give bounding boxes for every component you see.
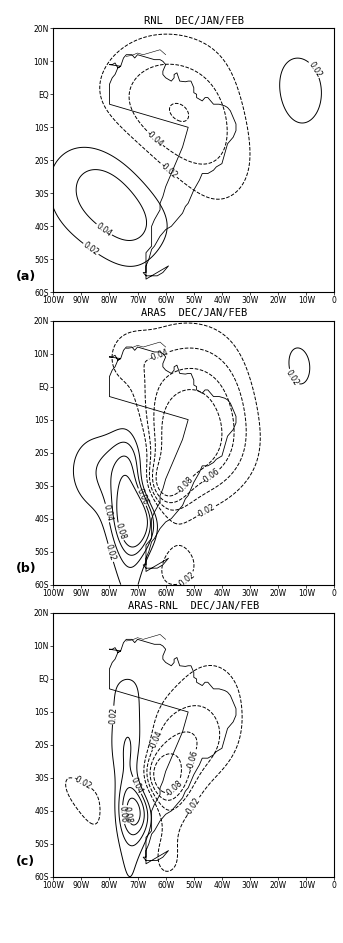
Text: -0.08: -0.08: [164, 779, 185, 799]
Text: -0.04: -0.04: [144, 128, 165, 148]
Text: 0.08: 0.08: [114, 522, 127, 541]
Text: -0.04: -0.04: [149, 348, 170, 363]
Text: 0.08: 0.08: [121, 805, 133, 824]
Text: -0.02: -0.02: [72, 774, 93, 791]
Text: 0.02: 0.02: [108, 706, 118, 724]
Text: 0.02: 0.02: [284, 368, 301, 388]
Text: -0.02: -0.02: [158, 160, 179, 180]
Title: RNL  DEC/JAN/FEB: RNL DEC/JAN/FEB: [144, 16, 244, 26]
Text: -0.06: -0.06: [186, 749, 200, 770]
Text: 0.04: 0.04: [129, 776, 145, 795]
Text: 0.02: 0.02: [307, 60, 323, 79]
Text: 0.02: 0.02: [81, 240, 100, 257]
Text: (c): (c): [15, 854, 35, 868]
Text: 0.06: 0.06: [118, 805, 128, 823]
Text: -0.08: -0.08: [175, 475, 195, 495]
Text: -0.02: -0.02: [176, 571, 197, 589]
Text: -0.06: -0.06: [201, 467, 222, 486]
Title: ARAS-RNL  DEC/JAN/FEB: ARAS-RNL DEC/JAN/FEB: [128, 601, 259, 611]
Text: -0.04: -0.04: [149, 729, 165, 751]
Text: -0.02: -0.02: [184, 796, 203, 817]
Text: 0.04: 0.04: [94, 222, 114, 239]
Text: (a): (a): [15, 270, 36, 283]
Text: -0.02: -0.02: [195, 503, 216, 521]
Title: ARAS  DEC/JAN/FEB: ARAS DEC/JAN/FEB: [141, 308, 247, 319]
Text: 0.02: 0.02: [104, 543, 117, 562]
Text: (b): (b): [15, 562, 36, 575]
Text: 0.06: 0.06: [134, 488, 150, 506]
Text: 0.04: 0.04: [101, 504, 114, 522]
